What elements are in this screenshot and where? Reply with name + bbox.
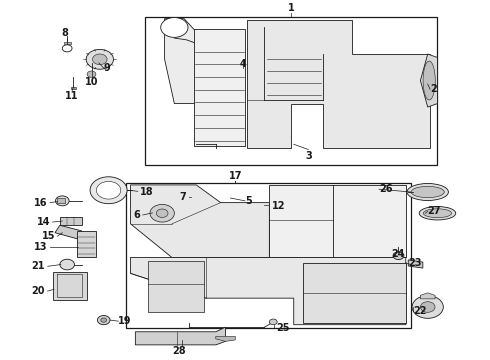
Text: 23: 23 [408, 258, 422, 268]
Polygon shape [135, 327, 225, 345]
Circle shape [156, 209, 168, 217]
Circle shape [221, 195, 230, 201]
Ellipse shape [411, 186, 444, 198]
Ellipse shape [419, 207, 456, 220]
Text: 6: 6 [133, 210, 140, 220]
Circle shape [412, 296, 443, 318]
Text: 19: 19 [118, 316, 132, 326]
Polygon shape [55, 225, 82, 239]
Polygon shape [303, 263, 406, 323]
Polygon shape [57, 198, 65, 203]
Circle shape [87, 71, 96, 77]
Text: 28: 28 [172, 346, 186, 356]
Text: 18: 18 [140, 187, 154, 197]
Ellipse shape [250, 202, 265, 209]
Polygon shape [189, 192, 199, 206]
Polygon shape [420, 293, 435, 299]
Text: 16: 16 [34, 198, 48, 208]
Ellipse shape [423, 209, 452, 218]
Text: 8: 8 [61, 28, 68, 38]
Circle shape [55, 196, 69, 206]
Circle shape [90, 177, 127, 204]
Polygon shape [130, 257, 406, 325]
Text: 3: 3 [305, 151, 312, 161]
Text: 9: 9 [104, 63, 110, 73]
Polygon shape [60, 217, 82, 225]
Text: 24: 24 [391, 249, 405, 259]
Polygon shape [247, 21, 430, 148]
Text: 10: 10 [85, 77, 98, 87]
Polygon shape [165, 19, 206, 104]
Polygon shape [130, 185, 270, 257]
Text: 14: 14 [37, 217, 50, 227]
Text: 17: 17 [228, 171, 242, 181]
Circle shape [62, 45, 72, 52]
Text: 25: 25 [277, 323, 290, 333]
Polygon shape [408, 260, 423, 268]
Polygon shape [420, 54, 438, 107]
Circle shape [98, 315, 110, 325]
Polygon shape [147, 261, 203, 312]
Polygon shape [194, 29, 245, 146]
Circle shape [93, 54, 107, 64]
Text: 13: 13 [34, 242, 48, 252]
Circle shape [420, 302, 435, 312]
Text: 12: 12 [272, 201, 285, 211]
Circle shape [60, 259, 74, 270]
Polygon shape [216, 336, 235, 341]
Circle shape [150, 204, 174, 222]
FancyBboxPatch shape [145, 17, 438, 166]
Polygon shape [64, 42, 71, 44]
Ellipse shape [407, 184, 448, 201]
Circle shape [101, 318, 107, 322]
Text: 27: 27 [428, 207, 441, 216]
Text: 2: 2 [430, 84, 437, 94]
Polygon shape [52, 271, 87, 300]
Circle shape [270, 319, 277, 325]
Text: 5: 5 [245, 196, 252, 206]
Circle shape [86, 49, 114, 69]
Text: 4: 4 [239, 59, 246, 69]
Polygon shape [77, 231, 97, 257]
Circle shape [97, 181, 121, 199]
Circle shape [393, 252, 404, 260]
Polygon shape [71, 86, 76, 89]
Ellipse shape [423, 61, 435, 100]
Polygon shape [140, 210, 152, 216]
Text: 15: 15 [42, 231, 55, 241]
Text: 11: 11 [65, 91, 79, 101]
Text: 20: 20 [32, 286, 45, 296]
Text: 7: 7 [180, 192, 187, 202]
Text: 22: 22 [413, 306, 427, 316]
Text: 1: 1 [288, 3, 294, 13]
FancyBboxPatch shape [125, 183, 411, 328]
Polygon shape [270, 185, 406, 257]
Text: 21: 21 [32, 261, 45, 271]
Circle shape [161, 18, 188, 37]
Text: 26: 26 [379, 184, 392, 194]
